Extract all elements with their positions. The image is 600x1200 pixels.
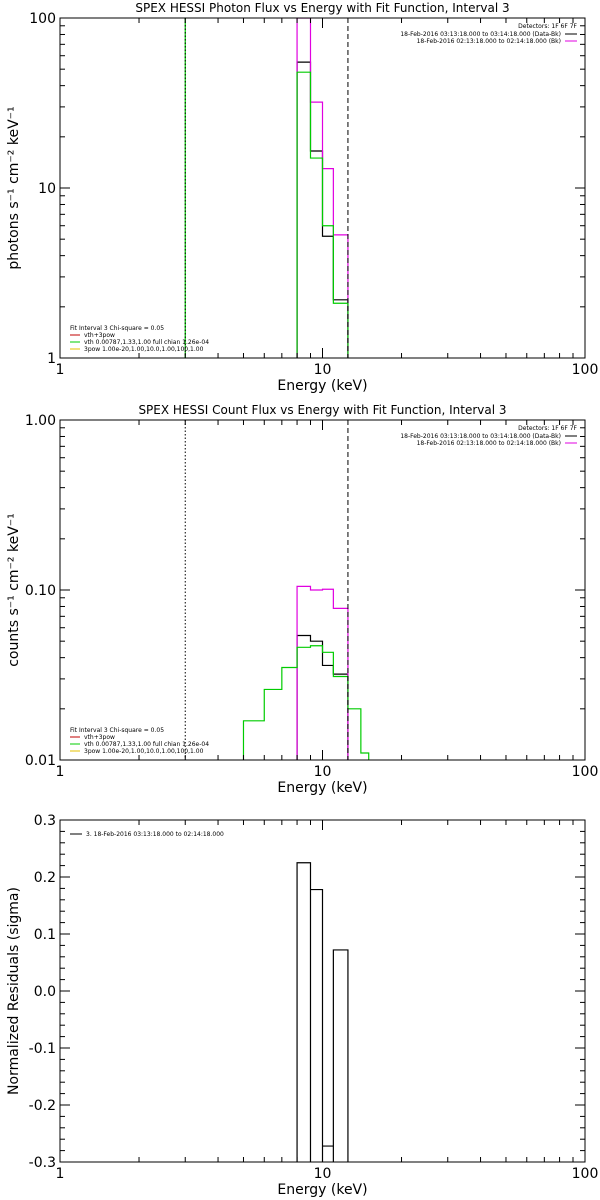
series-line-3 [242,645,370,760]
y-axis-label: photons s⁻¹ cm⁻² keV⁻¹ [6,106,22,269]
x-tick-label: 100 [572,764,599,780]
legend-fit-header: Fit Interval 3 Chi-square = 0.05 [70,727,164,734]
legend-fit-header: Fit Interval 3 Chi-square = 0.05 [70,325,164,332]
y-tick-label: -0.2 [29,1098,56,1114]
series-line-2 [296,18,349,358]
legend-entry: 18-Feb-2016 03:13:18.000 to 03:14:18.000… [400,433,561,440]
chart-title: SPEX HESSI Photon Flux vs Energy with Fi… [135,1,509,15]
legend-entry: vth 0.00787,1.33,1.00 full chian 1.26e-0… [84,741,209,748]
series-line-3 [296,71,349,358]
x-tick-label: 10 [314,362,332,378]
legend-entry: 18-Feb-2016 03:13:18.000 to 03:14:18.000… [400,31,561,38]
series-line-1 [296,862,349,1162]
y-tick-label: 0.2 [34,870,56,886]
chart-title: SPEX HESSI Count Flux vs Energy with Fit… [138,403,506,417]
y-tick-label: 0.3 [34,813,56,829]
series-group [296,862,349,1162]
legend-entry: 3pow 1.00e-20,1.00,10.0,1.00,100,1.00 [84,346,204,353]
legend-entry: 18-Feb-2016 02:13:18.000 to 02:14:18.000… [417,38,561,45]
legend-entry: 3pow 1.00e-20,1.00,10.0,1.00,100,1.00 [84,748,204,755]
x-tick-label: 10 [314,1166,332,1182]
y-tick-label: 0.0 [34,984,56,1000]
y-tick-label: -0.3 [29,1155,56,1171]
x-tick-label: 10 [314,764,332,780]
chart-2: SPEX HESSI Count Flux vs Energy with Fit… [6,403,598,796]
y-tick-label: 0.01 [25,753,56,769]
x-tick-label: 1 [56,362,65,378]
legend-entry: 18-Feb-2016 02:13:18.000 to 02:14:18.000… [417,440,561,447]
y-tick-label: 1 [47,351,56,367]
series-group [242,585,370,760]
series-group [184,18,349,358]
x-tick-label: 100 [572,362,599,378]
chart-3: 1 10 100 -0.3 -0.2 -0.1 0.0 0.1 0.2 0.3 Energy (ke… [6,813,598,1198]
series-line-2 [296,585,349,760]
x-axis-label: Energy (keV) [277,378,367,394]
legend-detectors: Detectors: 1F 6F 7F [518,23,577,30]
legend-entry: 3. 18-Feb-2016 03:13:18.000 to 02:14:18.… [86,831,224,838]
y-tick-label: -0.1 [29,1041,56,1057]
y-tick-label: 10 [38,181,56,197]
x-tick-label: 1 [56,764,65,780]
x-tick-label: 100 [572,1166,599,1182]
x-axis-label: Energy (keV) [277,1182,367,1198]
chart-1: SPEX HESSI Photon Flux vs Energy with Fi… [6,1,598,394]
legend-entry: vth+3pow [84,332,115,339]
x-axis-label: Energy (keV) [277,780,367,796]
legend-detectors: Detectors: 1F 6F 7F [518,425,577,432]
y-axis-label: counts s⁻¹ cm⁻² keV⁻¹ [6,513,22,667]
y-tick-label: 1.00 [25,413,56,429]
legend-entry: vth+3pow [84,734,115,741]
y-tick-label: 0.1 [34,927,56,943]
legend-entry: vth 0.00787,1.33,1.00 full chian 1.26e-0… [84,339,209,346]
series-line-1 [296,634,349,760]
y-axis-label: Normalized Residuals (sigma) [6,887,22,1095]
y-tick-label: 100 [29,11,56,27]
y-tick-label: 0.10 [25,583,56,599]
x-tick-label: 1 [56,1166,65,1182]
